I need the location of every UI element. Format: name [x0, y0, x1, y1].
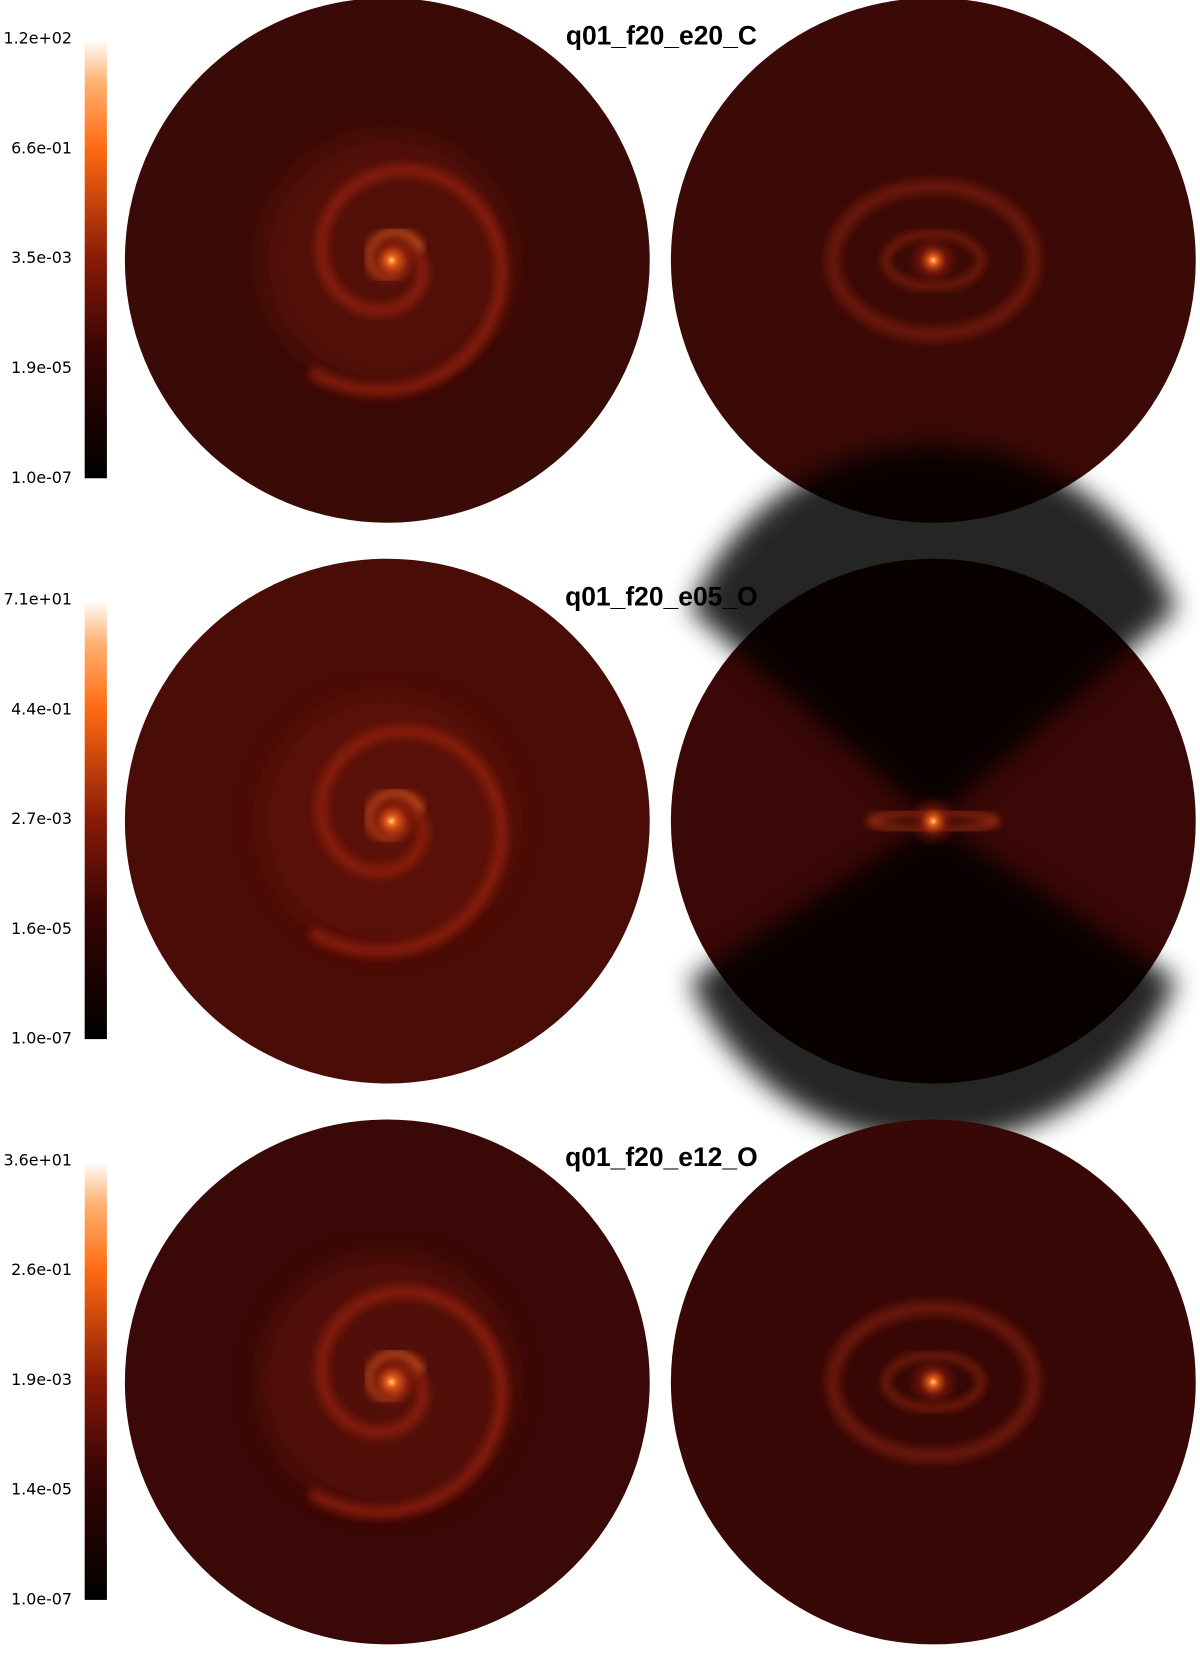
- panel-title: q01_f20_e20_C: [566, 20, 757, 50]
- core: [906, 1355, 960, 1409]
- colorbar-tick-label: 6.6e-01: [11, 138, 72, 157]
- panel: q01_f20_e20_C 1.2e+02 6.6e-01 3.5e-03 1.9e-0…: [4, 0, 1196, 523]
- ring: [825, 1300, 1042, 1464]
- core: [359, 1350, 424, 1414]
- colorbar-tick-label: 3.6e+01: [4, 1150, 72, 1169]
- colorbar-tick-label: 2.7e-03: [11, 809, 72, 828]
- colorbar-tick-label: 1.2e+02: [4, 29, 72, 48]
- colorbar: [84, 599, 107, 1040]
- dark-cone: [689, 445, 1177, 1145]
- colorbar: [84, 1160, 107, 1600]
- ring: [825, 178, 1042, 342]
- colorbar-tick-label: 1.0e-07: [11, 1589, 72, 1608]
- core: [906, 233, 960, 287]
- core: [359, 228, 424, 293]
- colorbar-tick-label: 2.6e-01: [11, 1260, 72, 1279]
- colorbar-tick-label: 7.1e+01: [4, 589, 72, 608]
- colorbar-tick-label: 4.4e-01: [11, 699, 72, 718]
- core: [906, 794, 960, 848]
- panel: q01_f20_e12_O 3.6e+01 2.6e-01 1.9e-03 1.4e-0…: [4, 1119, 1196, 1645]
- panel: q01_f20_e05_O7.1e+014.4e-012.7e-031.6e-0…: [4, 445, 1196, 1145]
- core: [359, 789, 424, 853]
- colorbar: [84, 39, 107, 479]
- colorbar-tick-label: 3.5e-03: [11, 248, 72, 267]
- colorbar-tick-label: 1.6e-05: [11, 919, 72, 938]
- colorbar-tick-label: 1.0e-07: [11, 1029, 72, 1048]
- colorbar-tick-label: 1.0e-07: [11, 468, 72, 487]
- colorbar-tick-label: 1.9e-03: [11, 1370, 72, 1389]
- colorbar-tick-label: 1.9e-05: [11, 358, 72, 377]
- panel-title: q01_f20_e12_O: [565, 1142, 758, 1172]
- colorbar-tick-label: 1.4e-05: [11, 1480, 72, 1499]
